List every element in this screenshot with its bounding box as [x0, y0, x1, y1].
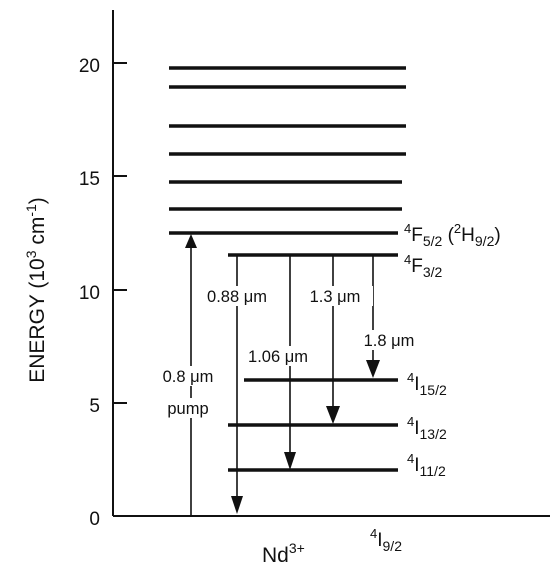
species-label: Nd3+ — [262, 540, 305, 567]
pump-arrowhead — [185, 234, 197, 248]
pump-label-text: pump — [167, 400, 208, 418]
label-106-bg — [241, 346, 315, 366]
label-088-bg — [195, 286, 279, 306]
label-4I92: 4I9/2 — [370, 526, 402, 554]
label-4I112: 4I11/2 — [407, 451, 446, 479]
pump-label-bg — [150, 366, 226, 386]
label-088: 0.88 μm — [207, 288, 267, 306]
tick-label-20: 20 — [79, 56, 100, 77]
label-4F52: 4F5/2 (2H9/2) — [404, 221, 501, 249]
label-18-bg — [356, 330, 422, 350]
label-13-bg — [297, 286, 373, 306]
label-4F32: 4F3/2 — [404, 252, 443, 280]
transition-088-arrowhead — [231, 496, 243, 514]
label-4I132: 4I13/2 — [407, 414, 447, 442]
tick-label-0: 0 — [89, 509, 100, 530]
label-13: 1.3 μm — [310, 288, 361, 306]
label-18: 1.8 μm — [364, 332, 415, 350]
tick-label-15: 15 — [79, 169, 100, 190]
axis-title: ENERGY (103 cm-1) — [23, 197, 49, 383]
transition-13-arrowhead — [326, 406, 340, 424]
label-106: 1.06 μm — [248, 348, 308, 366]
transition-18-arrowhead — [366, 360, 380, 378]
pump-label2-bg — [160, 398, 216, 418]
tick-label-10: 10 — [79, 283, 100, 304]
label-4I152: 4I15/2 — [407, 370, 447, 398]
tick-label-5: 5 — [89, 396, 100, 417]
transition-106-arrowhead — [284, 452, 296, 470]
pump-label-wavelength: 0.8 μm — [163, 368, 214, 386]
